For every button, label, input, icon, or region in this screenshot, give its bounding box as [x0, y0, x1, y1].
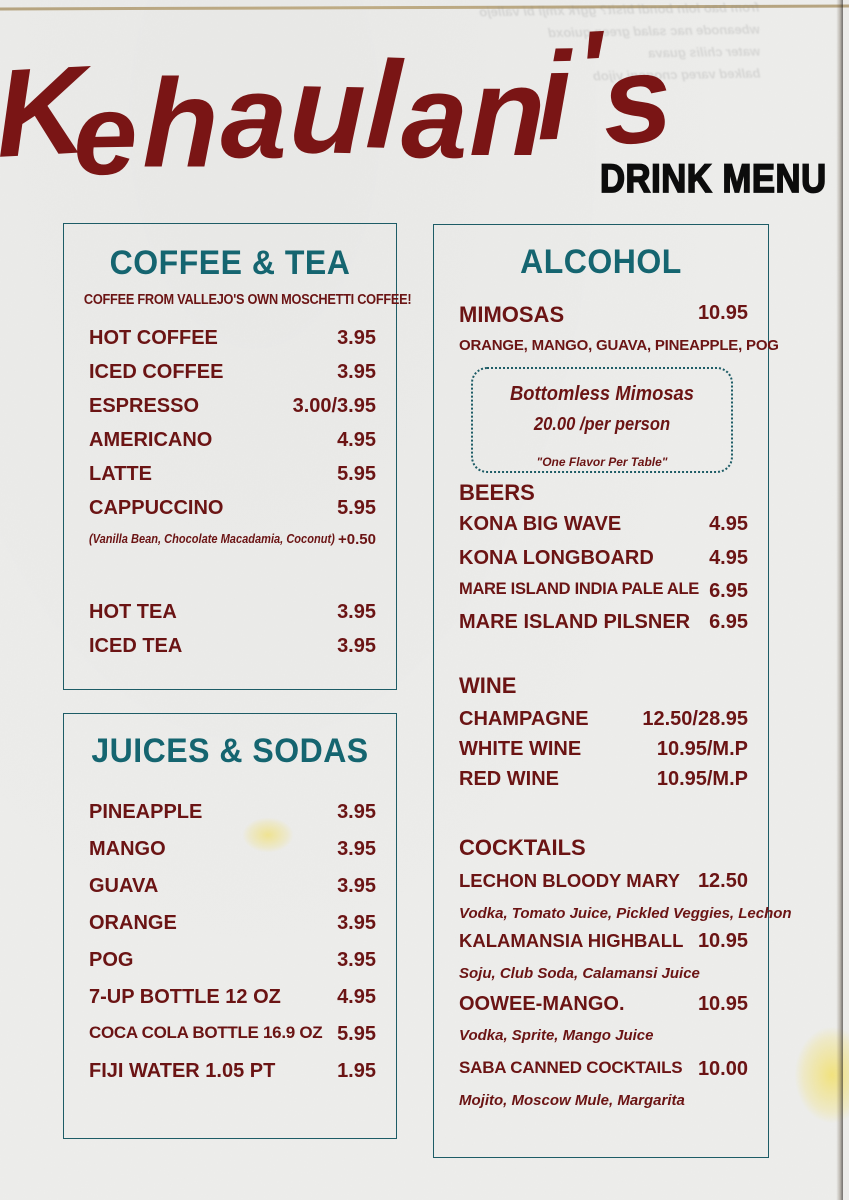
svg-text:s: s: [596, 28, 677, 173]
svg-text:h: h: [142, 55, 218, 194]
svg-text:u: u: [288, 40, 367, 180]
svg-text:i: i: [536, 27, 575, 167]
svg-text:n: n: [469, 43, 545, 182]
svg-text:e: e: [72, 70, 138, 199]
svg-text:a: a: [400, 50, 469, 184]
svg-text:l: l: [364, 35, 406, 175]
svg-text:a: a: [220, 50, 289, 184]
